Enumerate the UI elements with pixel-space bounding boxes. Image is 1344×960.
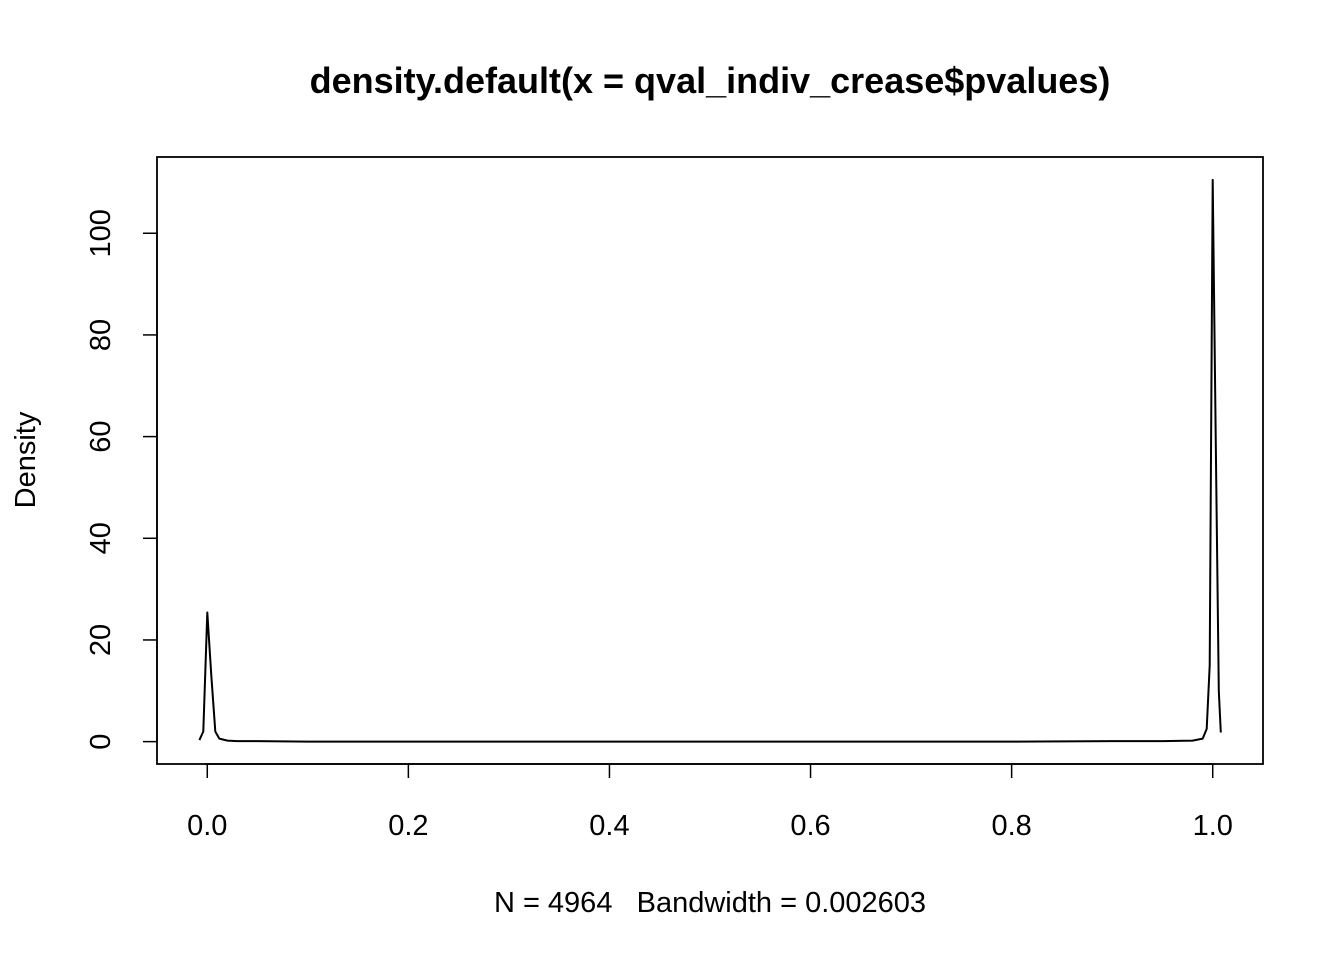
- density-series: [198, 178, 1222, 743]
- y-tick-label: 100: [85, 209, 117, 257]
- y-tick-label: 60: [85, 420, 117, 452]
- density-line: [198, 178, 1222, 743]
- y-axis-label: Density: [10, 411, 42, 508]
- y-tick-label: 40: [85, 522, 117, 554]
- x-tick-label: 0.2: [388, 810, 428, 842]
- x-tick-label: 0.8: [991, 810, 1031, 842]
- x-tick-label: 0.0: [187, 810, 227, 842]
- chart-title: density.default(x = qval_indiv_crease$pv…: [310, 60, 1111, 101]
- y-tick-label: 0: [85, 734, 117, 750]
- y-axis: 0 20 40 60 80 100: [85, 209, 158, 750]
- y-tick-label: 20: [85, 624, 117, 656]
- x-tick-label: 0.6: [790, 810, 830, 842]
- y-tick-label: 80: [85, 319, 117, 351]
- plot-frame: [156, 156, 1264, 765]
- x-axis-label: N = 4964 Bandwidth = 0.002603: [494, 887, 926, 919]
- x-axis: 0.0 0.2 0.4 0.6 0.8 1.0: [187, 763, 1233, 842]
- x-tick-label: 1.0: [1193, 810, 1233, 842]
- x-tick-label: 0.4: [589, 810, 629, 842]
